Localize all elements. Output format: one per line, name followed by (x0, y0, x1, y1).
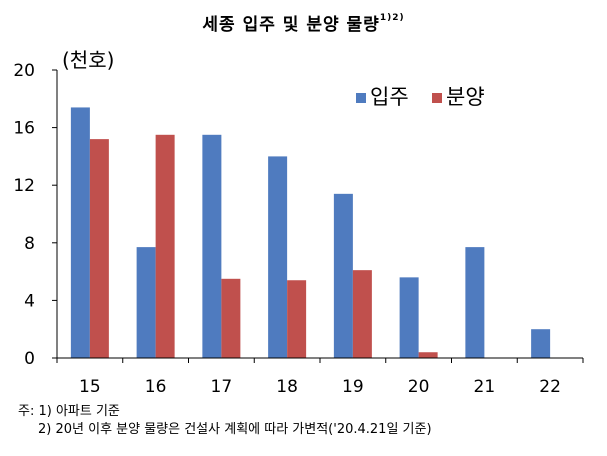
legend-label-presale: 분양 (446, 85, 485, 109)
x-tick-label: 18 (276, 377, 298, 397)
bar-presale-18 (287, 280, 307, 358)
x-tick-label: 22 (539, 377, 561, 397)
x-tick-label: 15 (79, 377, 101, 397)
x-tick-label: 20 (408, 377, 430, 397)
bar-move-in-17 (202, 134, 222, 358)
x-tick-label: 21 (474, 377, 496, 397)
chart-title-footnote-mark: 1)2) (379, 13, 405, 24)
y-tick-label: 8 (24, 234, 35, 254)
legend-swatch-presale (432, 93, 442, 103)
bar-move-in-15 (70, 107, 90, 358)
x-tick-label: 19 (342, 377, 364, 397)
bar-move-in-20 (399, 277, 419, 358)
x-tick-label: 17 (211, 377, 233, 397)
y-tick-label: 0 (24, 349, 35, 369)
bar-presale-17 (221, 278, 241, 358)
y-tick-label: 20 (13, 61, 35, 81)
y-tick-label: 12 (13, 176, 35, 196)
chart-title: 세종 입주 및 분양 물량1)2) (0, 10, 607, 35)
footnotes: 주: 1) 아파트 기준 2) 20년 이후 분양 물량은 건설사 계획에 따라… (18, 403, 432, 439)
x-tick-label: 16 (145, 377, 167, 397)
legend-label-move-in: 입주 (370, 85, 409, 109)
bar-presale-15 (89, 139, 109, 358)
y-axis-unit: (천호) (62, 48, 115, 72)
bar-presale-19 (352, 270, 372, 358)
footnote-2: 2) 20년 이후 분양 물량은 건설사 계획에 따라 가변적('20.4.21… (38, 422, 432, 437)
bar-presale-20 (418, 352, 438, 358)
footnote-1: 주: 1) 아파트 기준 (18, 404, 120, 419)
legend-swatch-move-in (356, 93, 366, 103)
bar-move-in-22 (531, 329, 551, 358)
chart-title-text: 세종 입주 및 분양 물량 (202, 15, 380, 35)
bar-move-in-21 (465, 247, 485, 358)
bar-move-in-19 (333, 193, 353, 358)
bar-move-in-16 (136, 247, 156, 358)
y-tick-label: 16 (13, 119, 35, 139)
y-tick-label: 4 (24, 291, 35, 311)
bar-move-in-18 (268, 156, 288, 358)
bar-presale-16 (155, 134, 175, 358)
